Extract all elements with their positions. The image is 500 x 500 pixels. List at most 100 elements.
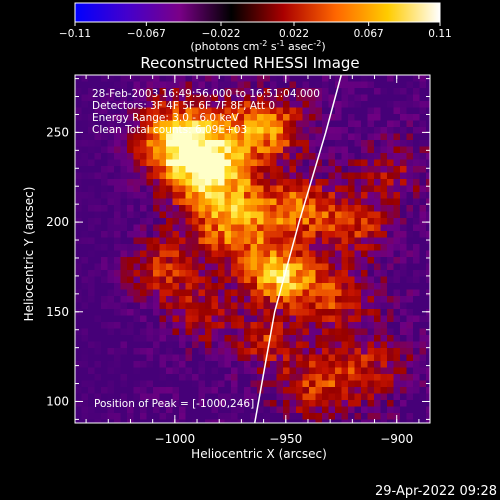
- heatmap-pixel: [172, 263, 180, 271]
- heatmap-pixel: [413, 107, 420, 115]
- heatmap-pixel: [205, 140, 212, 147]
- heatmap-pixel: [341, 133, 349, 141]
- heatmap-pixel: [153, 374, 160, 381]
- heatmap-pixel: [263, 237, 271, 245]
- heatmap-pixel: [413, 205, 420, 212]
- heatmap-pixel: [328, 309, 336, 316]
- heatmap-pixel: [172, 120, 180, 128]
- heatmap-pixel: [185, 192, 193, 199]
- heatmap-pixel: [322, 263, 329, 271]
- heatmap-pixel: [127, 107, 134, 115]
- heatmap-pixel: [107, 374, 115, 381]
- heatmap-pixel: [322, 250, 329, 258]
- heatmap-pixel: [276, 81, 284, 89]
- heatmap-pixel: [341, 120, 349, 128]
- heatmap-pixel: [250, 146, 258, 154]
- heatmap-pixel: [380, 283, 388, 290]
- heatmap-pixel: [315, 179, 323, 186]
- heatmap-pixel: [426, 224, 430, 232]
- heatmap-pixel: [374, 393, 381, 401]
- heatmap-pixel: [367, 328, 375, 336]
- heatmap-pixel: [419, 153, 427, 160]
- heatmap-pixel: [296, 224, 303, 232]
- heatmap-pixel: [211, 114, 219, 121]
- heatmap-pixel: [218, 159, 225, 167]
- heatmap-pixel: [231, 172, 238, 180]
- heatmap-pixel: [166, 211, 173, 219]
- heatmap-pixel: [361, 75, 368, 82]
- heatmap-pixel: [218, 120, 225, 128]
- heatmap-pixel: [244, 361, 251, 368]
- heatmap-pixel: [263, 322, 271, 329]
- heatmap-pixel: [140, 374, 147, 381]
- colorbar-tick-label: −0.067: [127, 28, 166, 40]
- heatmap-pixel: [426, 419, 430, 423]
- heatmap-pixel: [107, 387, 115, 394]
- heatmap-pixel: [341, 75, 349, 82]
- heatmap-pixel: [224, 133, 232, 141]
- heatmap-pixel: [179, 328, 186, 336]
- heatmap-pixel: [328, 250, 336, 258]
- heatmap-pixel: [257, 120, 264, 128]
- heatmap-pixel: [393, 237, 401, 245]
- heatmap-pixel: [413, 387, 420, 394]
- heatmap-pixel: [172, 315, 180, 323]
- heatmap-pixel: [88, 166, 95, 173]
- heatmap-pixel: [374, 302, 381, 310]
- heatmap-pixel: [348, 153, 355, 160]
- heatmap-pixel: [94, 114, 102, 121]
- heatmap-pixel: [224, 387, 232, 394]
- heatmap-pixel: [387, 335, 394, 342]
- heatmap-pixel: [374, 114, 381, 121]
- heatmap-pixel: [94, 133, 102, 141]
- heatmap-pixel: [244, 328, 251, 336]
- heatmap-pixel: [140, 276, 147, 284]
- heatmap-pixel: [296, 270, 303, 277]
- heatmap-pixel: [263, 257, 271, 264]
- heatmap-pixel: [270, 107, 277, 115]
- heatmap-pixel: [205, 133, 212, 141]
- heatmap-pixel: [276, 335, 284, 342]
- heatmap-pixel: [153, 75, 160, 82]
- heatmap-pixel: [328, 120, 336, 128]
- heatmap-pixel: [172, 335, 180, 342]
- heatmap-pixel: [133, 406, 141, 414]
- heatmap-pixel: [179, 237, 186, 245]
- heatmap-pixel: [354, 413, 362, 420]
- heatmap-pixel: [153, 133, 160, 141]
- heatmap-pixel: [335, 387, 342, 394]
- heatmap-pixel: [296, 237, 303, 245]
- heatmap-pixel: [419, 211, 427, 219]
- heatmap-pixel: [140, 315, 147, 323]
- heatmap-pixel: [374, 406, 381, 414]
- heatmap-pixel: [276, 231, 284, 238]
- heatmap-pixel: [211, 302, 219, 310]
- heatmap-pixel: [179, 185, 186, 193]
- heatmap-pixel: [179, 192, 186, 199]
- heatmap-pixel: [192, 107, 199, 115]
- heatmap-pixel: [185, 231, 193, 238]
- heatmap-pixel: [413, 289, 420, 297]
- heatmap-pixel: [88, 244, 95, 251]
- heatmap-pixel: [270, 289, 277, 297]
- heatmap-pixel: [341, 302, 349, 310]
- heatmap-pixel: [211, 101, 219, 108]
- heatmap-pixel: [81, 166, 89, 173]
- heatmap-pixel: [309, 94, 316, 102]
- heatmap-pixel: [283, 133, 290, 141]
- heatmap-pixel: [198, 302, 206, 310]
- heatmap-pixel: [94, 406, 102, 414]
- heatmap-pixel: [211, 276, 219, 284]
- heatmap-pixel: [166, 185, 173, 193]
- heatmap-pixel: [237, 348, 245, 355]
- heatmap-pixel: [289, 413, 297, 420]
- heatmap-pixel: [218, 413, 225, 420]
- heatmap-pixel: [166, 335, 173, 342]
- heatmap-pixel: [393, 296, 401, 303]
- heatmap-pixel: [315, 413, 323, 420]
- heatmap-pixel: [393, 107, 401, 115]
- heatmap-pixel: [328, 387, 336, 394]
- heatmap-pixel: [270, 335, 277, 342]
- heatmap-pixel: [81, 302, 89, 310]
- heatmap-pixel: [380, 244, 388, 251]
